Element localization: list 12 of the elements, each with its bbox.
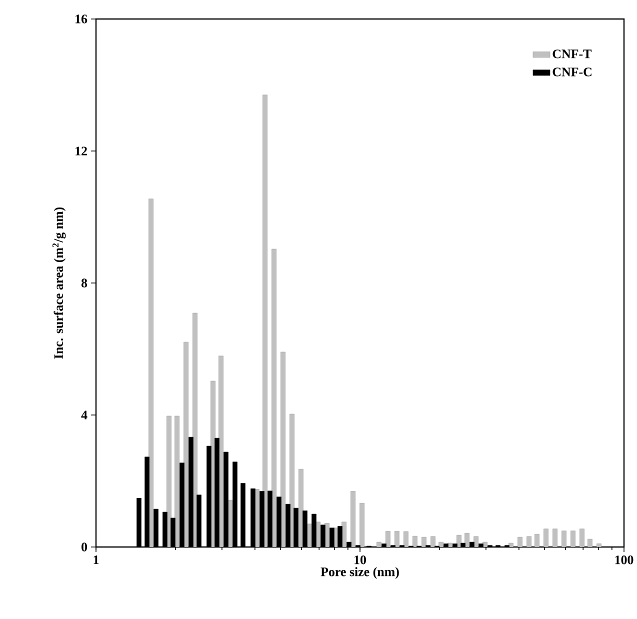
legend-label: CNF-T (552, 50, 592, 58)
y-tick-label: 12 (76, 146, 87, 156)
x-tick-label: 10 (354, 556, 366, 564)
y-tick-label: 0 (82, 542, 88, 552)
x-axis-title: Pore size (nm) (320, 567, 399, 579)
y-tick-label: 16 (76, 14, 88, 24)
x-tick-label: 100 (615, 556, 634, 564)
x-tick-label: 1 (94, 556, 99, 564)
legend-label: CNF-C (552, 68, 592, 76)
y-tick-label: 8 (81, 278, 88, 288)
y-tick-label: 4 (81, 410, 88, 420)
y-axis-title: Inc. surface area (m$^{2}$/g nm) (52, 207, 66, 359)
